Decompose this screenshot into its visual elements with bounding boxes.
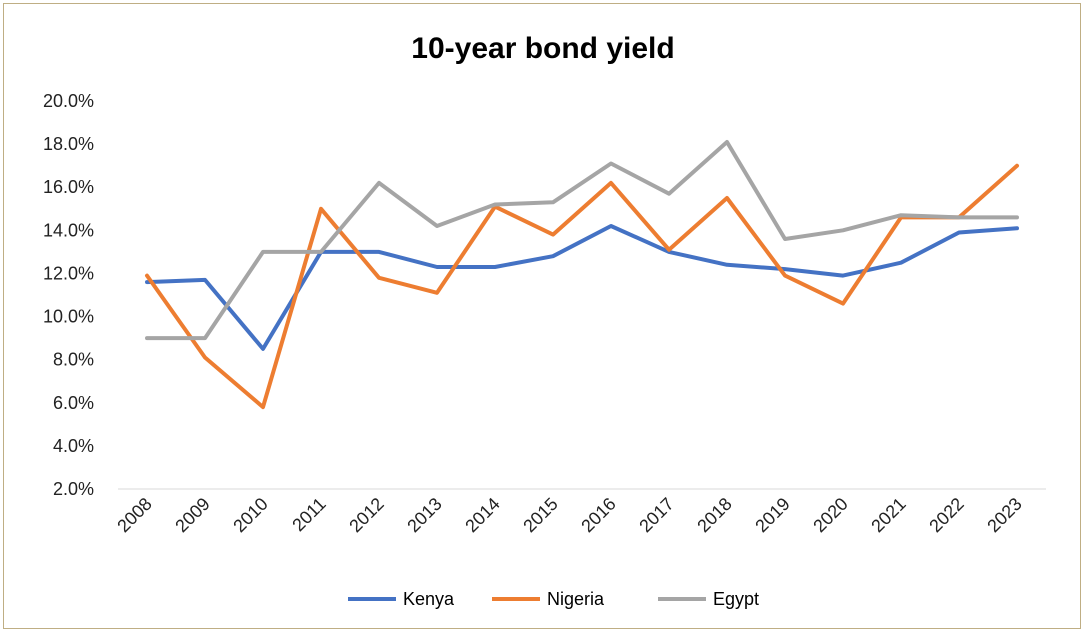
x-tick-label: 2014 (461, 494, 503, 536)
x-tick-label: 2020 (809, 494, 851, 536)
legend-label-egypt: Egypt (713, 589, 759, 609)
chart-title: 10-year bond yield (411, 32, 674, 65)
y-tick-label: 20.0% (43, 91, 94, 111)
x-tick-label: 2018 (693, 494, 735, 536)
x-tick-label: 2010 (229, 494, 271, 536)
series-line-kenya (145, 224, 1019, 351)
y-tick-label: 16.0% (43, 177, 94, 197)
y-tick-label: 2.0% (53, 479, 94, 499)
x-tick-label: 2011 (288, 494, 330, 536)
y-tick-label: 12.0% (43, 263, 94, 283)
chart-frame (3, 3, 1081, 629)
series-line-nigeria (145, 163, 1019, 410)
x-tick-label: 2013 (403, 494, 445, 536)
x-tick-label: 2016 (577, 494, 619, 536)
y-tick-label: 10.0% (43, 307, 94, 327)
legend-label-nigeria: Nigeria (547, 589, 605, 609)
x-tick-label: 2008 (113, 494, 155, 536)
x-tick-label: 2009 (171, 494, 213, 536)
y-tick-label: 14.0% (43, 220, 94, 240)
y-tick-label: 6.0% (53, 393, 94, 413)
x-tick-label: 2012 (345, 494, 387, 536)
y-tick-label: 8.0% (53, 350, 94, 370)
y-tick-label: 18.0% (43, 134, 94, 154)
x-tick-label: 2022 (925, 494, 967, 536)
series-line-egypt (145, 140, 1019, 341)
x-tick-label: 2015 (519, 494, 561, 536)
legend-label-kenya: Kenya (403, 589, 455, 609)
x-tick-label: 2021 (867, 494, 909, 536)
x-tick-label: 2023 (983, 494, 1025, 536)
y-tick-label: 4.0% (53, 436, 94, 456)
x-tick-label: 2017 (635, 494, 677, 536)
x-tick-label: 2019 (751, 494, 793, 536)
